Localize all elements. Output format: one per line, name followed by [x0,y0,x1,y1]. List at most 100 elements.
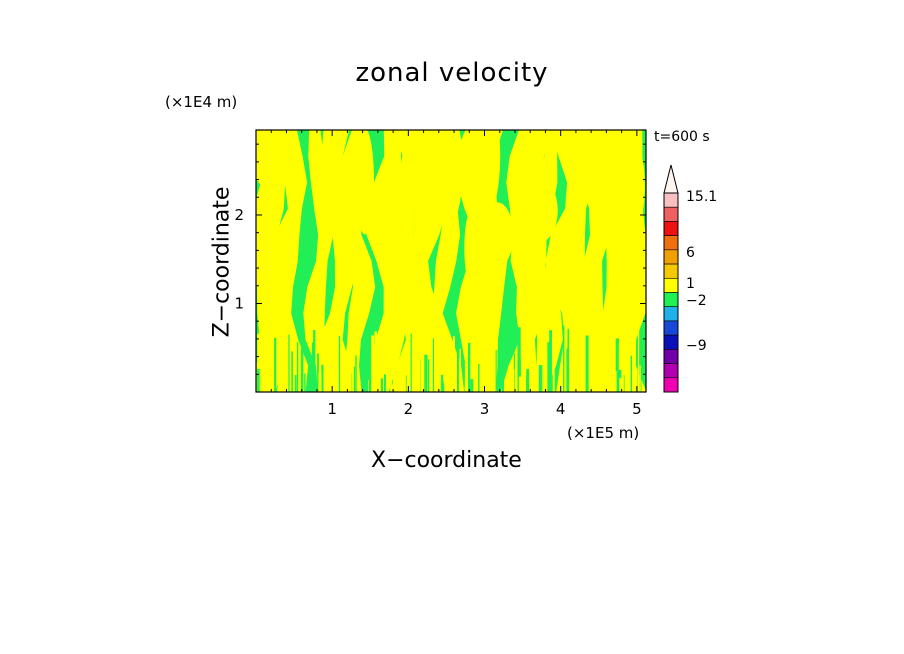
small-scale-plume [353,366,356,392]
small-scale-plume [618,345,623,392]
small-scale-plume [464,342,467,392]
colorbar-segment [663,334,679,350]
colorbar-segment [663,377,679,393]
small-scale-plume [470,379,474,392]
positive-plume [266,130,309,392]
small-scale-plume [321,364,324,392]
colorbar-label: −2 [686,293,707,309]
colorbar-segment [663,235,679,251]
small-scale-plume [543,342,545,392]
small-scale-plume [384,374,386,392]
small-scale-plume [377,356,381,392]
x-axis-label: X−coordinate [371,448,522,473]
small-scale-plume [313,330,316,392]
positive-lobe [468,130,501,220]
colorbar-segment [663,206,679,222]
colorbar-label: 15.1 [686,189,717,205]
small-scale-plume [393,360,397,392]
small-scale-plume [261,372,264,392]
small-scale-plume [624,360,627,392]
small-scale-plume [547,342,550,392]
colorbar-segment [663,221,679,236]
small-scale-plume [585,335,589,392]
small-scale-plume [566,348,569,392]
small-scale-plume [444,376,446,392]
small-scale-plume [400,363,404,392]
small-scale-plume [440,374,444,392]
positive-plume [572,130,618,392]
small-scale-plume [538,365,543,392]
small-scale-plume [294,375,297,392]
small-scale-plume [493,361,496,392]
colorbar-segment [663,292,679,308]
small-scale-plume [380,378,383,392]
small-scale-plume [529,337,531,392]
small-scale-plume [291,351,293,392]
small-scale-plume [628,357,631,392]
x-axis-unit: (×1E5 m) [567,424,640,442]
small-scale-plume [615,370,617,392]
small-scale-plume [311,378,314,392]
colorbar-label: 6 [686,245,695,261]
small-scale-plume [604,367,606,392]
small-scale-plume [361,347,363,392]
colorbar-segment [663,277,679,293]
small-scale-plume [597,340,600,392]
small-scale-plume [325,373,327,392]
small-scale-plume [511,369,515,392]
small-scale-plume [371,344,375,392]
small-scale-plume [619,378,623,392]
small-scale-plume [427,359,430,392]
small-scale-plume [432,338,434,392]
small-scale-plume [574,354,577,392]
small-scale-plume [592,355,595,392]
small-scale-plume [405,375,408,392]
colorbar-segment [663,320,679,336]
small-scale-plume [517,327,521,392]
small-scale-plume [257,368,260,392]
small-scale-plume [327,333,330,392]
small-scale-plume [296,342,299,392]
small-scale-plume [545,351,549,392]
small-scale-plume [265,354,268,392]
time-label: t=600 s [654,129,710,145]
small-scale-plume [300,348,304,392]
colorbar-segment [663,249,679,265]
x-tick-label: 3 [480,400,490,418]
small-scale-plume [639,338,642,392]
small-scale-plume [550,374,553,392]
small-scale-plume [530,349,534,392]
chart-title: zonal velocity [355,58,549,88]
colorbar-segment [663,349,679,364]
colorbar-segment [663,306,679,322]
positive-lobe [256,130,284,188]
colorbar-label: −9 [686,338,707,354]
small-scale-plume [615,338,619,392]
small-scale-plume [338,336,341,392]
small-scale-plume [518,360,521,392]
small-scale-plume [356,352,359,392]
small-scale-plume [478,363,480,392]
small-scale-plume [318,372,322,392]
positive-plume [303,130,335,392]
small-scale-plume [630,355,632,392]
small-scale-plume [274,337,277,392]
positive-lobe [606,130,645,242]
plot-frame [255,129,647,393]
positive-lobe [464,209,480,287]
positive-lobe [336,161,350,213]
x-tick-label: 2 [404,400,414,418]
small-scale-plume [364,343,369,392]
small-scale-plume [406,330,410,392]
small-scale-plume [413,334,416,392]
small-scale-plume [355,355,357,392]
y-tick-label: 1 [234,294,244,312]
small-scale-plume [497,350,500,392]
small-scale-plume [424,354,428,392]
small-scale-plume [304,373,306,392]
small-scale-plume [352,359,354,392]
small-scale-plume [501,375,504,392]
colorbar-segment [663,263,679,279]
small-scale-plume [459,348,461,392]
positive-plume [365,130,409,392]
